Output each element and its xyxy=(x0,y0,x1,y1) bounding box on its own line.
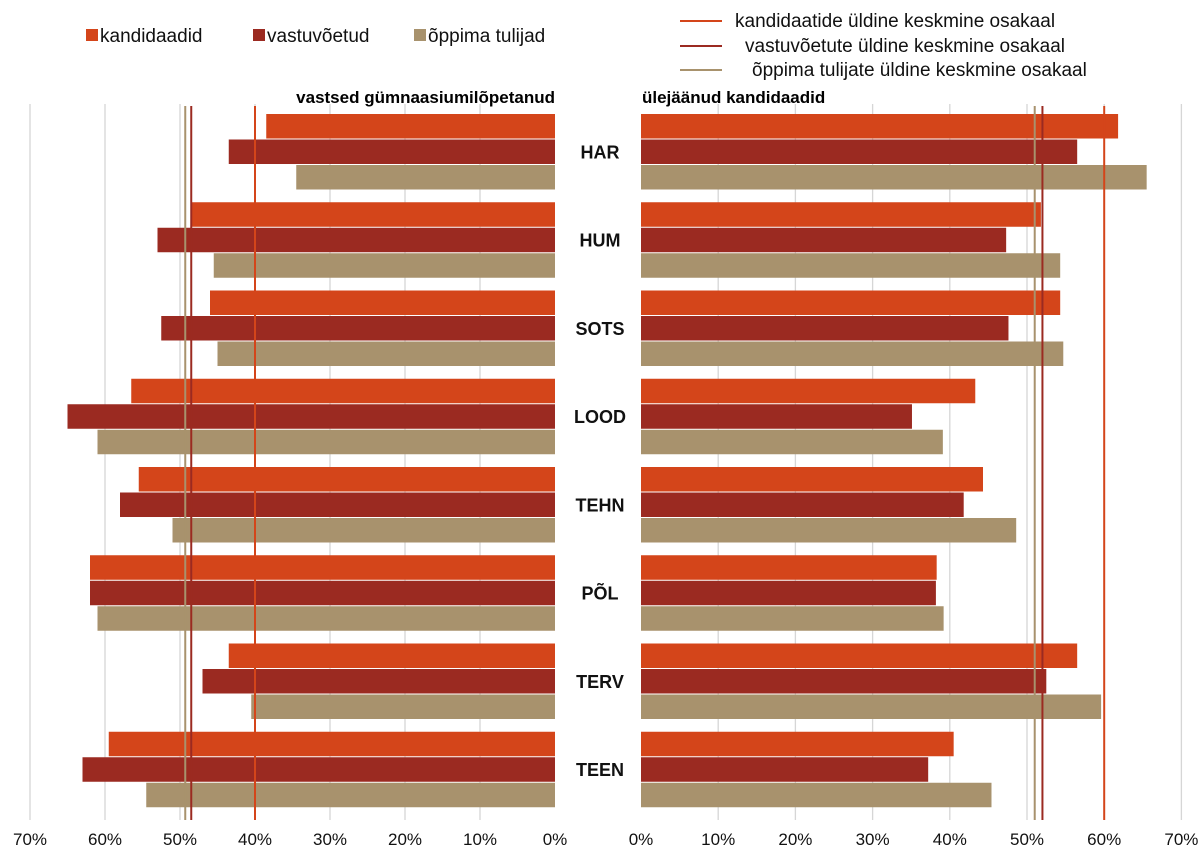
legend-label-vastuvõetud: vastuvõetud xyxy=(267,26,369,47)
bar-left-sots-õppima-tulijad xyxy=(217,341,555,366)
bar-right-teen-kandidaadid xyxy=(641,731,954,757)
bar-right-sots-kandidaadid xyxy=(641,290,1061,315)
bar-right-teen-õppima-tulijad xyxy=(641,782,992,808)
tick-label-left-40: 40% xyxy=(238,830,272,849)
bar-left-lood-kandidaadid xyxy=(131,378,555,404)
category-label-lood: LOOD xyxy=(574,407,626,427)
panel-title-right: ülejäänud kandidaadid xyxy=(642,88,825,107)
tick-label-right-60: 60% xyxy=(1087,830,1121,849)
bar-left-terv-õppima-tulijad xyxy=(251,694,555,719)
bar-left-tehn-vastuvõetud xyxy=(120,492,555,517)
legend-line-label-0: kandidaatide üldine keskmine osakaal xyxy=(735,11,1055,32)
tick-label-right-40: 40% xyxy=(933,830,967,849)
category-label-põl: PÕL xyxy=(581,583,618,604)
category-label-tehn: TEHN xyxy=(576,495,625,515)
bar-left-sots-vastuvõetud xyxy=(161,316,555,341)
tick-label-left-60: 60% xyxy=(88,830,122,849)
tick-label-right-10: 10% xyxy=(701,830,735,849)
tick-label-right-30: 30% xyxy=(856,830,890,849)
bar-right-tehn-kandidaadid xyxy=(641,467,983,492)
bar-left-hum-vastuvõetud xyxy=(157,227,555,253)
bar-left-põl-kandidaadid xyxy=(90,555,555,580)
bar-left-har-õppima-tulijad xyxy=(296,165,555,190)
bar-right-tehn-vastuvõetud xyxy=(641,492,964,517)
bar-left-tehn-kandidaadid xyxy=(138,467,555,492)
category-label-hum: HUM xyxy=(580,231,621,251)
bar-right-hum-kandidaadid xyxy=(641,202,1041,227)
bar-left-har-vastuvõetud xyxy=(228,139,555,164)
legend-swatch-kandidaadid xyxy=(86,29,98,41)
bar-right-har-õppima-tulijad xyxy=(641,165,1147,190)
bar-right-hum-õppima-tulijad xyxy=(641,253,1061,278)
tick-label-left-10: 10% xyxy=(463,830,497,849)
bar-right-terv-vastuvõetud xyxy=(641,669,1047,694)
bar-left-lood-õppima-tulijad xyxy=(97,429,555,455)
bar-right-põl-kandidaadid xyxy=(641,555,937,580)
tick-label-left-50: 50% xyxy=(163,830,197,849)
legend-swatch-õppima-tulijad xyxy=(414,29,426,41)
bar-left-har-kandidaadid xyxy=(266,114,555,139)
bar-left-hum-õppima-tulijad xyxy=(213,253,555,278)
bar-left-hum-kandidaadid xyxy=(191,202,555,227)
bar-right-har-vastuvõetud xyxy=(641,139,1078,164)
bar-left-tehn-õppima-tulijad xyxy=(172,518,555,543)
tick-label-left-70: 70% xyxy=(13,830,47,849)
tick-label-right-70: 70% xyxy=(1164,830,1198,849)
bar-right-terv-õppima-tulijad xyxy=(641,694,1102,719)
legend-swatch-vastuvõetud xyxy=(253,29,265,41)
bar-right-lood-õppima-tulijad xyxy=(641,429,943,455)
bar-left-teen-kandidaadid xyxy=(108,731,555,757)
bar-right-teen-vastuvõetud xyxy=(641,757,929,782)
category-label-terv: TERV xyxy=(576,672,624,692)
tick-label-left-0: 0% xyxy=(543,830,568,849)
bar-left-põl-õppima-tulijad xyxy=(97,606,555,631)
bar-left-sots-kandidaadid xyxy=(210,290,555,315)
category-label-teen: TEEN xyxy=(576,760,624,780)
tick-label-left-20: 20% xyxy=(388,830,422,849)
tick-label-right-50: 50% xyxy=(1010,830,1044,849)
bar-left-teen-õppima-tulijad xyxy=(146,782,555,808)
legend-label-kandidaadid: kandidaadid xyxy=(100,26,202,47)
tick-label-right-20: 20% xyxy=(778,830,812,849)
bar-left-lood-vastuvõetud xyxy=(67,404,555,429)
bar-right-terv-kandidaadid xyxy=(641,643,1078,668)
category-label-sots: SOTS xyxy=(575,319,624,339)
bar-right-hum-vastuvõetud xyxy=(641,227,1007,253)
bar-right-põl-õppima-tulijad xyxy=(641,606,944,631)
legend-line-label-1: vastuvõetute üldine keskmine osakaal xyxy=(745,36,1065,57)
legend-line-label-2: õppima tulijate üldine keskmine osakaal xyxy=(752,60,1087,81)
bar-right-sots-õppima-tulijad xyxy=(641,341,1064,366)
bar-right-põl-vastuvõetud xyxy=(641,580,936,606)
bar-right-lood-kandidaadid xyxy=(641,378,976,404)
legend-label-õppima-tulijad: õppima tulijad xyxy=(428,26,545,47)
bar-left-teen-vastuvõetud xyxy=(82,757,555,782)
bar-right-har-kandidaadid xyxy=(641,114,1119,139)
bar-left-terv-vastuvõetud xyxy=(202,669,555,694)
bar-right-tehn-õppima-tulijad xyxy=(641,518,1017,543)
tick-label-right-0: 0% xyxy=(629,830,654,849)
panel-title-left: vastsed gümnaasiumilõpetanud xyxy=(296,88,555,107)
bar-right-lood-vastuvõetud xyxy=(641,404,912,429)
bar-left-põl-vastuvõetud xyxy=(90,580,555,606)
tick-label-left-30: 30% xyxy=(313,830,347,849)
bar-left-terv-kandidaadid xyxy=(228,643,555,668)
bar-right-sots-vastuvõetud xyxy=(641,316,1009,341)
category-label-har: HAR xyxy=(581,142,620,162)
